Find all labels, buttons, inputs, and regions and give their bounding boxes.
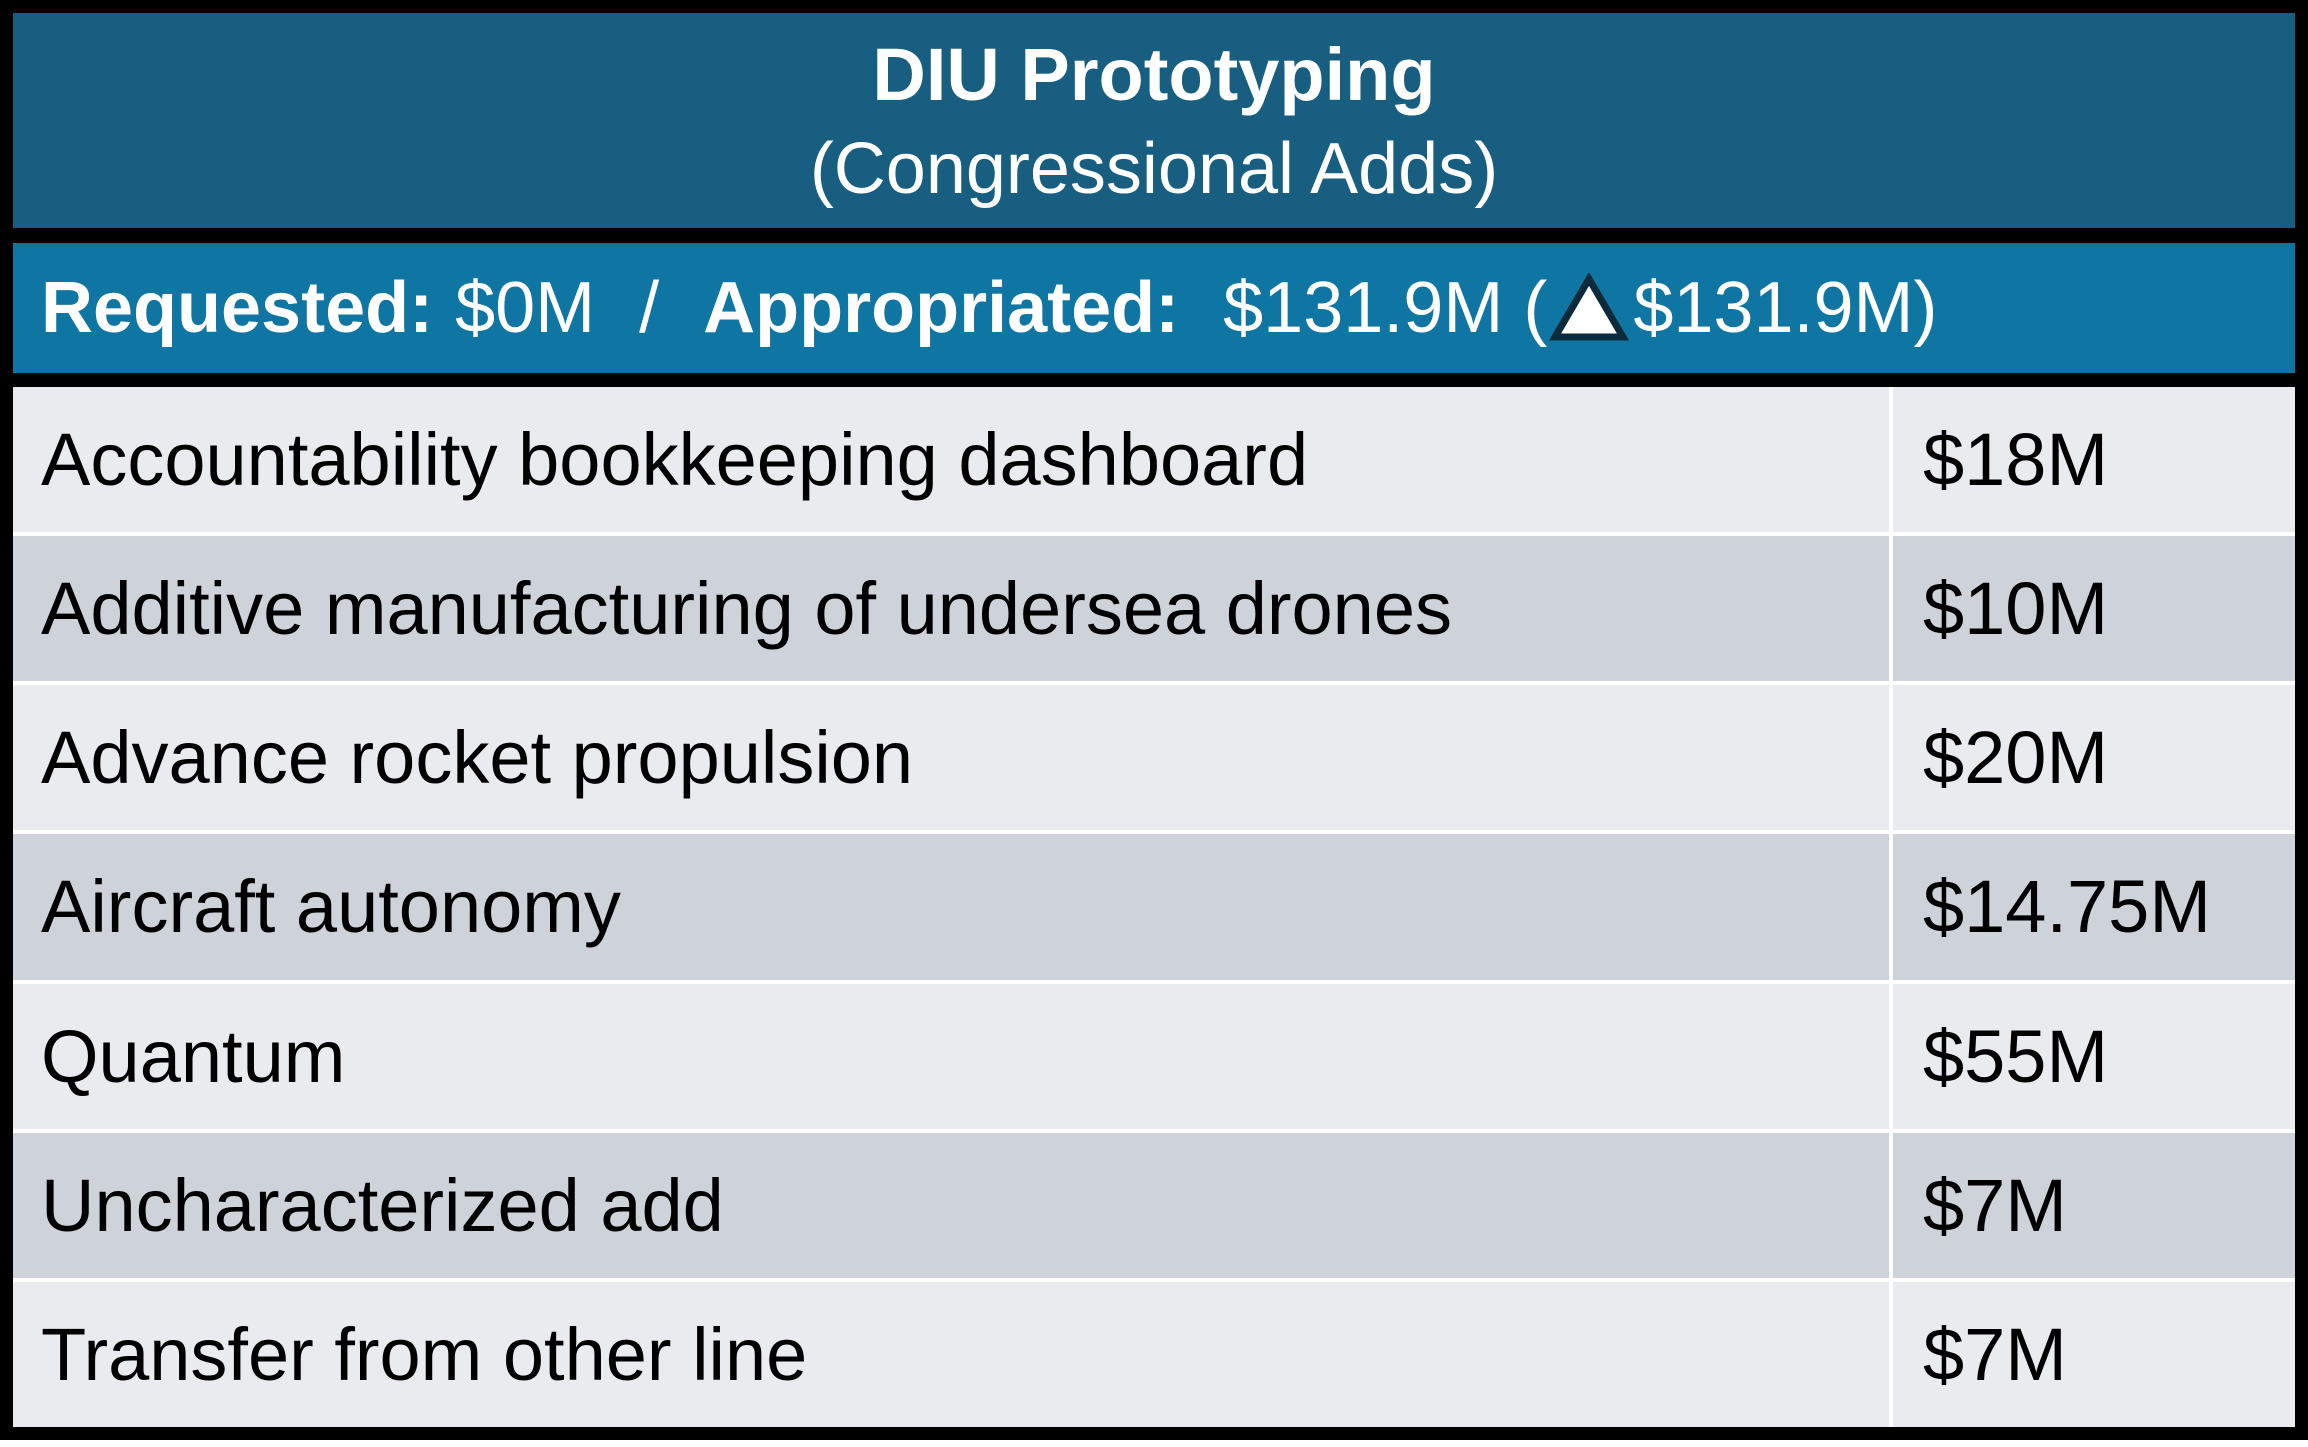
table-row: Quantum $55M xyxy=(13,983,2295,1129)
table-title: DIU Prototyping xyxy=(872,32,1436,116)
table-row: Accountability bookkeeping dashboard $18… xyxy=(13,387,2295,533)
item-amount: $7M xyxy=(1893,1132,2295,1278)
delta-value: $131.9M) xyxy=(1633,268,1938,348)
table-row: Transfer from other line $7M xyxy=(13,1281,2295,1427)
item-amount: $10M xyxy=(1893,536,2295,682)
table-row: Uncharacterized add $7M xyxy=(13,1132,2295,1278)
line-items: Accountability bookkeeping dashboard $18… xyxy=(13,387,2295,1427)
item-amount: $7M xyxy=(1893,1281,2295,1427)
item-name: Additive manufacturing of undersea drone… xyxy=(13,536,1889,682)
requested-label: Requested: xyxy=(41,268,434,348)
title-block: DIU Prototyping (Congressional Adds) xyxy=(13,13,2295,228)
appropriated-label: Appropriated: xyxy=(703,268,1180,348)
item-amount: $20M xyxy=(1893,685,2295,831)
item-name: Transfer from other line xyxy=(13,1281,1889,1427)
item-amount: $14.75M xyxy=(1893,834,2295,980)
summary-bar: Requested: $0M / Appropriated: $131.9M (… xyxy=(13,243,2295,373)
item-name: Aircraft autonomy xyxy=(13,834,1889,980)
table-row: Aircraft autonomy $14.75M xyxy=(13,834,2295,980)
table-subtitle: (Congressional Adds) xyxy=(809,128,1499,209)
summary-divider: / xyxy=(639,268,660,348)
requested-value: $0M xyxy=(455,268,596,348)
item-amount: $55M xyxy=(1893,983,2295,1129)
item-name: Accountability bookkeeping dashboard xyxy=(13,387,1889,533)
divider xyxy=(13,373,2295,387)
appropriated-value: $131.9M ( xyxy=(1223,268,1548,348)
table-row: Advance rocket propulsion $20M xyxy=(13,685,2295,831)
table-row: Additive manufacturing of undersea drone… xyxy=(13,536,2295,682)
delta-triangle-icon xyxy=(1549,272,1630,343)
item-name: Uncharacterized add xyxy=(13,1132,1889,1278)
item-amount: $18M xyxy=(1893,387,2295,533)
divider xyxy=(13,228,2295,243)
item-name: Advance rocket propulsion xyxy=(13,685,1889,831)
item-name: Quantum xyxy=(13,983,1889,1129)
